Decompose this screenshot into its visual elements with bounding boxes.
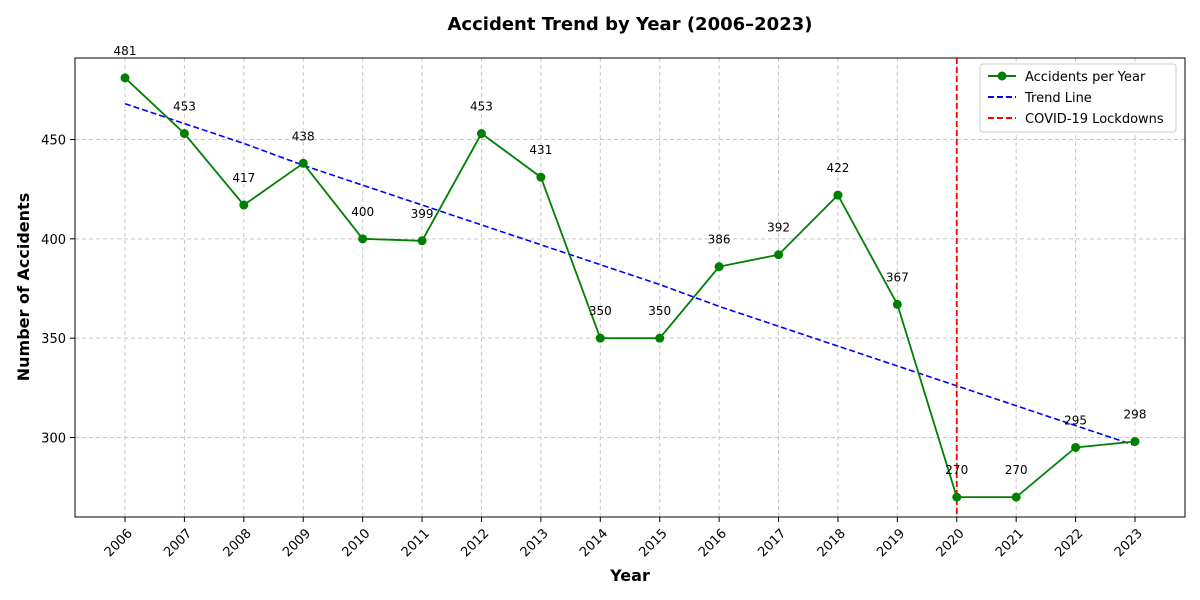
x-tick-label: 2022: [1052, 526, 1086, 560]
x-tick-label: 2015: [637, 526, 671, 560]
trend-line-layer: [124, 102, 1136, 447]
y-tick-label: 300: [41, 432, 66, 447]
data-label: 453: [470, 100, 493, 114]
data-point: [239, 200, 249, 210]
x-tick-label: 2008: [221, 526, 255, 560]
x-tick-label: 2010: [339, 526, 373, 560]
x-tick-label: 2006: [102, 526, 136, 560]
accidents-series-layer: [120, 73, 1140, 502]
x-tick-label: 2016: [696, 526, 730, 560]
x-tick-label: 2011: [399, 526, 433, 560]
chart-title: Accident Trend by Year (2006–2023): [448, 14, 813, 35]
data-label: 399: [411, 207, 434, 221]
x-tick-label: 2012: [458, 526, 492, 560]
x-tick-label: 2020: [934, 526, 968, 560]
data-label: 270: [1005, 463, 1028, 477]
x-axis-ticks: 2006 2007 2008 2009 2010 2011 2012 2013 2014 2015…: [102, 517, 1146, 560]
data-point: [358, 234, 368, 244]
x-tick-label: 2009: [280, 526, 314, 560]
grid: [75, 58, 1185, 517]
data-point: [833, 190, 843, 200]
data-point: [952, 492, 962, 502]
data-labels: 481 453 417 438 400 399 453 431 350 350 386 392 422 3…: [114, 44, 1147, 477]
legend-box: [979, 63, 1177, 133]
data-point: [714, 262, 724, 272]
data-label: 298: [1124, 407, 1147, 421]
data-label: 422: [826, 161, 849, 175]
data-point: [120, 73, 130, 83]
legend-marker-accidents: [997, 71, 1007, 81]
data-label: 350: [648, 304, 671, 318]
data-point: [1071, 442, 1081, 452]
plot-area-frame: [74, 57, 1186, 518]
data-label: 392: [767, 221, 790, 235]
data-label: 270: [945, 463, 968, 477]
y-tick-label: 350: [41, 332, 66, 347]
data-point: [298, 158, 308, 168]
data-label: 453: [173, 100, 196, 114]
data-point: [1130, 436, 1140, 446]
data-point: [179, 129, 189, 139]
x-tick-label: 2017: [755, 526, 789, 560]
data-label: 350: [589, 304, 612, 318]
data-label: 417: [232, 171, 255, 185]
data-label: 481: [114, 44, 137, 58]
data-point: [892, 299, 902, 309]
data-point: [1011, 492, 1021, 502]
data-point: [595, 333, 605, 343]
data-point: [476, 129, 486, 139]
data-point: [536, 172, 546, 182]
x-tick-label: 2019: [874, 526, 908, 560]
y-tick-label: 450: [41, 133, 66, 148]
data-label: 438: [292, 129, 315, 143]
data-label: 400: [351, 205, 374, 219]
data-label: 295: [1064, 413, 1087, 427]
x-tick-label: 2014: [577, 526, 611, 560]
y-axis-ticks: 300 350 400 450: [41, 133, 75, 447]
legend-label-covid: COVID-19 Lockdowns: [1025, 112, 1164, 127]
legend: Accidents per Year Trend Line COVID-19 L…: [979, 63, 1177, 133]
x-axis-label: Year: [609, 566, 650, 585]
data-label: 367: [886, 270, 909, 284]
y-tick-label: 400: [41, 233, 66, 248]
x-tick-label: 2023: [1112, 526, 1146, 560]
x-tick-label: 2007: [161, 526, 195, 560]
x-tick-label: 2018: [815, 526, 849, 560]
legend-label-trend: Trend Line: [1024, 91, 1092, 106]
y-axis-label: Number of Accidents: [14, 193, 33, 381]
data-label: 431: [529, 143, 552, 157]
data-point: [655, 333, 665, 343]
x-tick-label: 2021: [993, 526, 1027, 560]
data-label: 386: [708, 233, 731, 247]
legend-label-accidents: Accidents per Year: [1025, 70, 1146, 85]
trend-line: [124, 102, 1136, 447]
data-point: [774, 250, 784, 260]
accidents-line: [124, 77, 1136, 499]
data-point: [417, 236, 427, 246]
x-tick-label: 2013: [518, 526, 552, 560]
